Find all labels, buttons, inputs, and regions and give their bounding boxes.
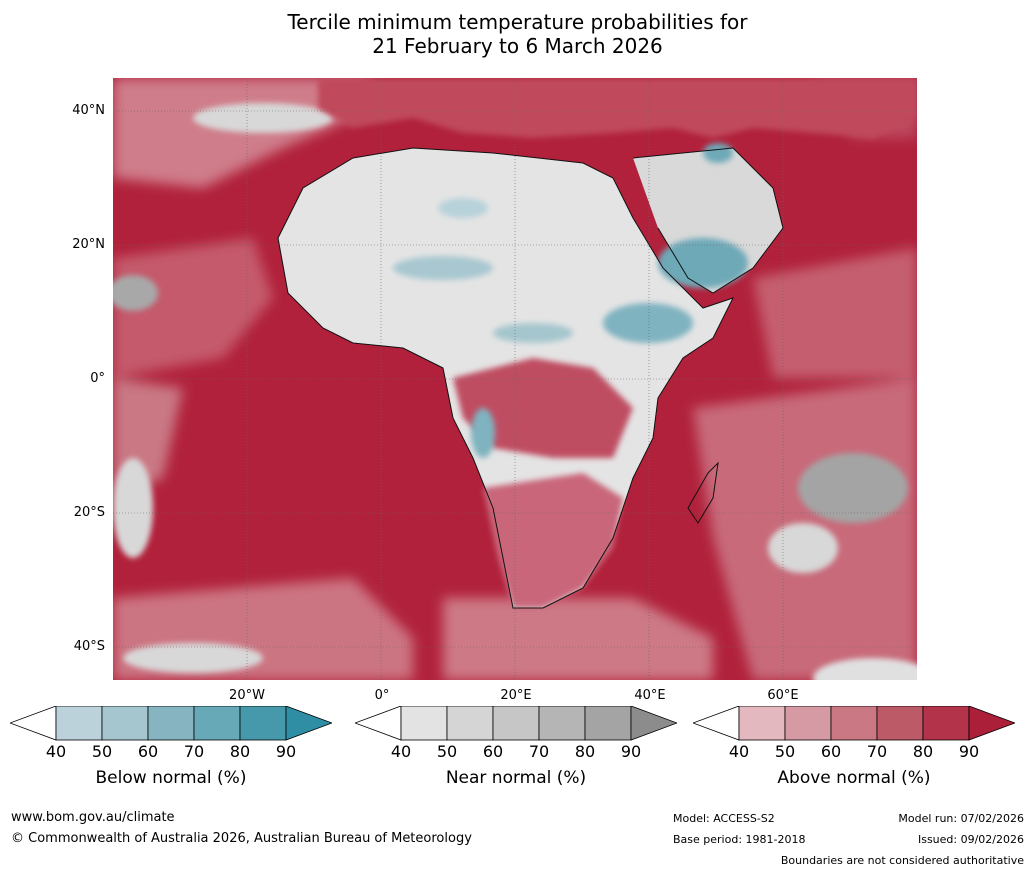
colorbar-above-segment	[830, 706, 878, 741]
lon-label-20e: 20°E	[500, 688, 532, 703]
colorbar-above-tick: 60	[820, 742, 842, 761]
southern-africa-above	[483, 473, 623, 608]
colorbar-title-above: Above normal (%)	[777, 768, 931, 788]
colorbar-above-tick: 40	[728, 742, 750, 761]
colorbar-above-tick: 50	[774, 742, 796, 761]
colorbar-below-tick: 60	[137, 742, 159, 761]
footer-issued: Issued: 09/02/2026	[917, 833, 1024, 846]
above-normal-light-patches	[113, 78, 917, 680]
colorbar-below-segment	[55, 706, 103, 741]
colorbar-below-segment	[239, 706, 287, 741]
colorbar-above-tick: 90	[958, 742, 980, 761]
lon-label-20w: 20°W	[229, 688, 265, 703]
near-normal-ocean-patches	[113, 103, 917, 680]
below-normal-patches	[393, 143, 748, 458]
title-line-1: Tercile minimum temperature probabilitie…	[287, 10, 748, 34]
colorbar-below-tick: 40	[45, 742, 67, 761]
colorbar-above-segment	[922, 706, 970, 741]
colorbar-near-segment	[446, 706, 494, 741]
colorbar-near	[355, 706, 677, 741]
colorbar-near-tick: 90	[620, 742, 642, 761]
colorbar-above-over-arrow	[968, 706, 1015, 741]
footer-disclaimer: Boundaries are not considered authoritat…	[780, 854, 1024, 867]
lat-label-20s: 20°S	[73, 505, 105, 520]
colorbar-above-under-arrow	[693, 706, 740, 741]
footer-model-run: Model run: 07/02/2026	[898, 812, 1024, 825]
colorbar-above-tick: 80	[912, 742, 934, 761]
coastlines	[277, 147, 784, 609]
lon-label-0: 0°	[374, 688, 390, 703]
colorbar-near-segment	[492, 706, 540, 741]
colorbar-near-under-arrow	[355, 706, 402, 741]
colorbar-near-tick: 80	[574, 742, 596, 761]
colorbar-below-under-arrow	[10, 706, 57, 741]
colorbar-above-segment	[784, 706, 832, 741]
lat-label-40n: 40°N	[72, 103, 105, 118]
colorbar-near-segment	[538, 706, 586, 741]
lon-label-60e: 60°E	[767, 688, 799, 703]
lat-label-40s: 40°S	[73, 639, 105, 654]
lat-label-20n: 20°N	[72, 237, 105, 252]
colorbar-near-tick: 40	[390, 742, 412, 761]
colorbar-near-tick: 70	[528, 742, 550, 761]
colorbar-above-segment	[876, 706, 924, 741]
footer-base-period: Base period: 1981-2018	[673, 833, 806, 846]
colorbar-above	[693, 706, 1015, 741]
colorbar-below-segment	[101, 706, 149, 741]
colorbar-above-tick: 70	[866, 742, 888, 761]
central-africa-above	[453, 358, 633, 458]
lat-label-0: 0°	[90, 371, 105, 386]
colorbar-above-segment	[738, 706, 786, 741]
europe-land	[318, 78, 917, 138]
graticule	[113, 78, 917, 680]
colorbar-below	[10, 706, 332, 741]
colorbar-near-tick: 50	[436, 742, 458, 761]
colorbar-below-tick: 90	[275, 742, 297, 761]
colorbar-below-tick: 50	[91, 742, 113, 761]
colorbar-below-segment	[147, 706, 195, 741]
probability-map	[113, 78, 917, 680]
footer-website: www.bom.gov.au/climate	[11, 810, 175, 825]
title-line-2: 21 February to 6 March 2026	[372, 34, 663, 58]
colorbar-below-over-arrow	[285, 706, 332, 741]
colorbar-near-segment	[584, 706, 632, 741]
colorbar-below-tick: 80	[229, 742, 251, 761]
footer-model: Model: ACCESS-S2	[673, 812, 775, 825]
colorbar-near-tick: 60	[482, 742, 504, 761]
colorbar-near-segment	[400, 706, 448, 741]
colorbar-title-near: Near normal (%)	[445, 768, 587, 788]
footer-copyright: © Commonwealth of Australia 2026, Austra…	[11, 831, 472, 846]
lon-label-40e: 40°E	[634, 688, 666, 703]
map-title: Tercile minimum temperature probabilitie…	[0, 10, 1035, 58]
colorbar-below-segment	[193, 706, 241, 741]
colorbar-near-over-arrow	[630, 706, 677, 741]
colorbar-below-tick: 70	[183, 742, 205, 761]
colorbar-title-below: Below normal (%)	[95, 768, 247, 788]
